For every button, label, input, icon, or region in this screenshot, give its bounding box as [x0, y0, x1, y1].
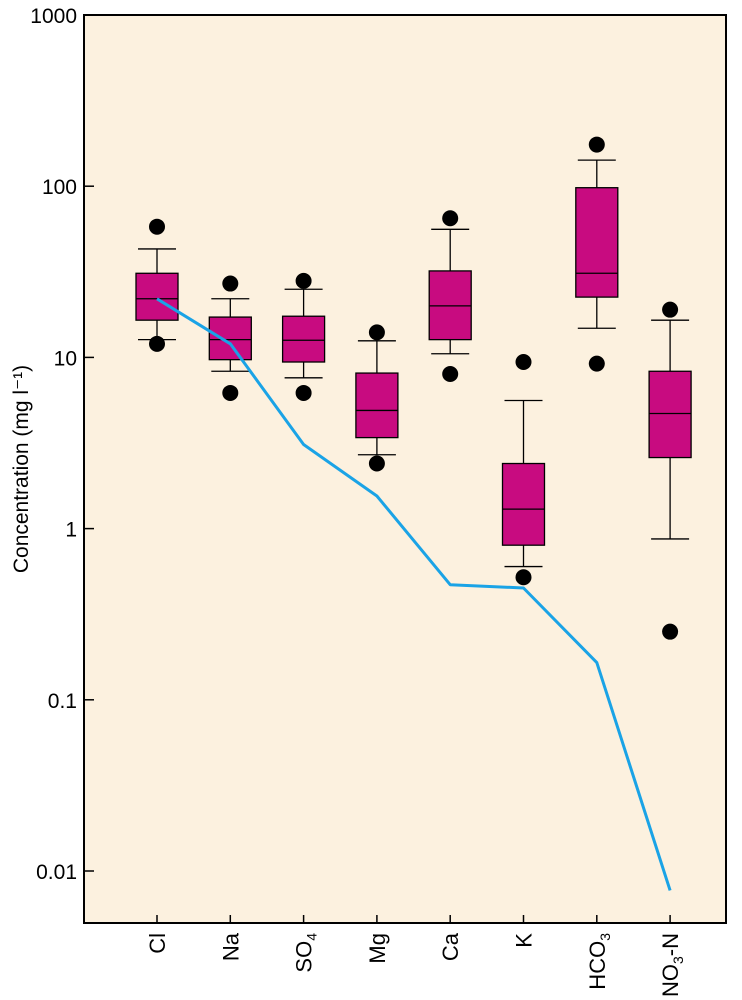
x-category-label-0: Cl	[145, 933, 170, 954]
box-iqr	[135, 272, 179, 321]
x-category-main-5: K	[512, 933, 537, 948]
outlier-point-1	[662, 301, 679, 318]
boxes-group	[135, 136, 692, 640]
x-category-sub-6: 3	[597, 933, 613, 941]
x-category-main-4: Ca	[438, 932, 463, 961]
x-category-label-3: Mg	[365, 933, 390, 964]
outlier-point-1	[515, 354, 532, 371]
outlier-point-0	[295, 384, 312, 401]
x-category-sub-2: 4	[304, 933, 320, 941]
x-category-main-2: SO	[292, 941, 317, 973]
outlier-point-1	[295, 272, 312, 289]
outlier-point-1	[222, 275, 239, 292]
box-iqr	[648, 370, 692, 459]
outlier-point-0	[515, 569, 532, 586]
y-axis-title: Concentration (mg l⁻¹)	[10, 365, 33, 573]
box-7	[648, 301, 692, 640]
y-tick-label-5: 0.01	[36, 861, 77, 884]
x-category-label-1: Na	[218, 932, 243, 961]
x-category-main-7: NO	[658, 964, 683, 997]
outlier-point-0	[588, 355, 605, 372]
box-iqr	[281, 315, 326, 363]
box-2	[281, 272, 326, 401]
outlier-point-1	[588, 136, 605, 153]
x-category-sub-7: 3	[670, 956, 686, 964]
line-series-group	[156, 297, 672, 891]
x-category-main-6: HCO	[585, 941, 610, 990]
box-4	[428, 210, 472, 382]
y-tick-label-0: 1000	[30, 5, 77, 28]
outlier-point-0	[222, 384, 239, 401]
box-6	[575, 136, 619, 372]
outlier-point-1	[442, 210, 459, 227]
x-category-main-3: Mg	[365, 933, 390, 964]
outlier-point-0	[149, 335, 165, 352]
x-category-label-4: Ca	[438, 932, 463, 961]
outlier-point-1	[368, 324, 385, 341]
y-axis: 1000 100 10 1 0.1 0.01	[30, 5, 94, 884]
plot-area	[84, 15, 726, 923]
plot-frame	[83, 14, 727, 924]
box-iqr	[575, 187, 619, 298]
y-tick-label-3: 1	[65, 519, 77, 542]
box-3	[355, 324, 399, 472]
outlier-point-0	[662, 623, 679, 640]
x-category-suffix-7: -N	[658, 933, 683, 956]
box-iqr	[208, 316, 252, 361]
x-category-label-5: K	[512, 933, 537, 948]
box-iqr	[501, 462, 546, 546]
outlier-point-1	[149, 218, 165, 235]
x-category-main-0: Cl	[145, 933, 170, 954]
y-tick-label-4: 0.1	[48, 690, 77, 713]
box-0	[135, 218, 179, 352]
y-tick-label-1: 100	[42, 176, 77, 199]
box-iqr	[355, 372, 399, 439]
x-category-label-7: NO3-N	[658, 933, 686, 997]
line-series	[156, 297, 672, 891]
outlier-point-0	[368, 455, 385, 472]
box-1	[208, 275, 252, 401]
outlier-point-0	[442, 365, 459, 382]
x-category-label-2: SO4	[292, 933, 320, 973]
y-tick-label-2: 10	[54, 347, 77, 370]
box-5	[501, 354, 546, 586]
x-category-label-6: HCO3	[585, 933, 613, 990]
x-category-main-1: Na	[218, 932, 243, 961]
